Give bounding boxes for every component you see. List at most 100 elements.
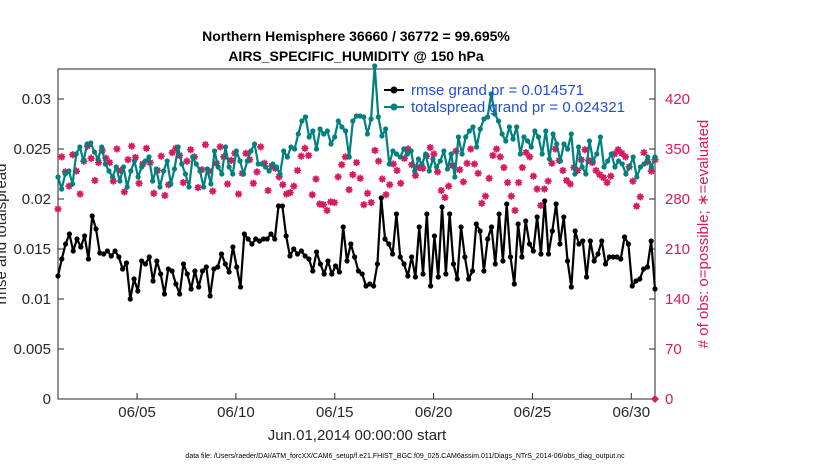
right-y-tick-label: 140 — [665, 291, 690, 308]
rmse-point — [70, 248, 76, 254]
obs-evaluated-point — [194, 183, 202, 192]
obs-possible-point — [379, 176, 385, 182]
obs-evaluated-point — [492, 145, 501, 153]
obs-possible-point — [350, 172, 356, 178]
obs-possible-point — [615, 147, 621, 153]
rmse-point — [336, 269, 342, 275]
rmse-point — [260, 236, 266, 242]
obs-evaluated-point — [76, 190, 84, 198]
totalspread-point — [543, 128, 549, 134]
rmse-point — [123, 260, 130, 266]
left-y-tick-label: 0 — [43, 391, 51, 408]
obs-evaluated-point — [621, 153, 630, 161]
obs-possible-point — [217, 144, 223, 150]
obs-evaluated-point — [297, 152, 305, 160]
obs-evaluated-point — [242, 149, 250, 157]
totalspread-point — [477, 126, 483, 132]
totalspread-point — [441, 148, 447, 154]
rmse-point — [409, 254, 415, 260]
rmse-point — [439, 204, 445, 210]
totalspread-point — [77, 144, 83, 150]
obs-evaluated-point — [470, 160, 479, 168]
obs-possible-point — [471, 161, 478, 167]
totalspread-point — [550, 131, 556, 137]
obs-evaluated-point — [179, 178, 187, 187]
obs-evaluated-point — [610, 150, 619, 158]
obs-evaluated-point — [397, 179, 405, 187]
totalspread-point — [317, 126, 323, 132]
rmse-point — [249, 241, 255, 247]
totalspread-point — [404, 151, 411, 157]
totalspread-point — [597, 134, 603, 140]
totalspread-point — [139, 164, 145, 170]
rmse-point — [63, 241, 69, 247]
obs-possible-point — [364, 190, 371, 196]
obs-possible-point — [600, 174, 607, 181]
obs-evaluated-point — [352, 158, 361, 167]
totalspread-point — [634, 174, 640, 180]
obs-evaluated-point — [275, 173, 283, 181]
rmse-point — [469, 268, 476, 274]
obs-evaluated-point — [253, 168, 261, 176]
obs-evaluated-point — [596, 171, 604, 179]
totalspread-point — [495, 118, 502, 124]
totalspread-point — [251, 141, 258, 147]
obs-evaluated-point — [500, 163, 508, 172]
rmse-point — [466, 276, 472, 282]
rmse-point — [416, 224, 422, 230]
rmse-point — [602, 261, 609, 267]
obs-evaluated-point — [231, 149, 239, 157]
rmse-point — [386, 241, 392, 247]
obs-evaluated-point — [128, 142, 136, 150]
totalspread-point — [95, 156, 101, 162]
rmse-point — [511, 281, 517, 287]
obs-possible-point — [316, 201, 323, 207]
obs-evaluated-point — [201, 141, 210, 149]
obs-possible-point — [235, 191, 242, 197]
totalspread-point — [594, 151, 600, 157]
rmse-point — [477, 228, 483, 234]
obs-possible-point — [508, 193, 514, 199]
rmse-point — [158, 271, 164, 277]
totalspread-point — [88, 140, 94, 146]
rmse-point — [139, 258, 145, 264]
obs-evaluated-point — [411, 171, 420, 180]
obs-possible-point — [202, 142, 209, 148]
obs-possible-point — [324, 207, 330, 214]
obs-possible-point — [55, 206, 61, 212]
obs-evaluated-point — [389, 160, 397, 168]
obs-evaluated-point — [65, 182, 73, 190]
totalspread-point — [248, 148, 254, 154]
rmse-point — [412, 274, 419, 280]
rmse-point — [173, 281, 179, 287]
totalspread-point — [266, 168, 272, 174]
rmse-point — [340, 224, 346, 230]
obs-evaluated-point — [607, 172, 615, 180]
totalspread-point — [302, 114, 309, 120]
rmse-point — [462, 254, 468, 260]
rmse-point — [268, 231, 274, 237]
totalspread-point — [448, 151, 454, 157]
obs-possible-point — [493, 146, 500, 152]
rmse-point — [192, 268, 198, 274]
totalspread-point — [528, 144, 534, 150]
totalspread-point — [284, 154, 290, 160]
obs-evaluated-point — [260, 159, 268, 167]
rmse-point — [131, 276, 137, 282]
obs-possible-point — [515, 179, 522, 186]
totalspread-point — [135, 174, 141, 180]
totalspread-point — [120, 164, 127, 170]
totalspread-point — [568, 131, 574, 137]
rmse-point — [321, 271, 327, 277]
rmse-point — [66, 231, 73, 237]
obs-evaluated-point — [282, 190, 291, 198]
totalspread-point — [492, 111, 498, 117]
obs-evaluated-point — [205, 167, 213, 175]
obs-possible-point — [136, 180, 142, 186]
totalspread-point — [590, 158, 596, 164]
totalspread-point — [237, 158, 243, 164]
totalspread-point — [299, 118, 305, 124]
totalspread-point — [608, 151, 614, 157]
obs-possible-point — [482, 193, 489, 199]
totalspread-point — [379, 133, 385, 139]
